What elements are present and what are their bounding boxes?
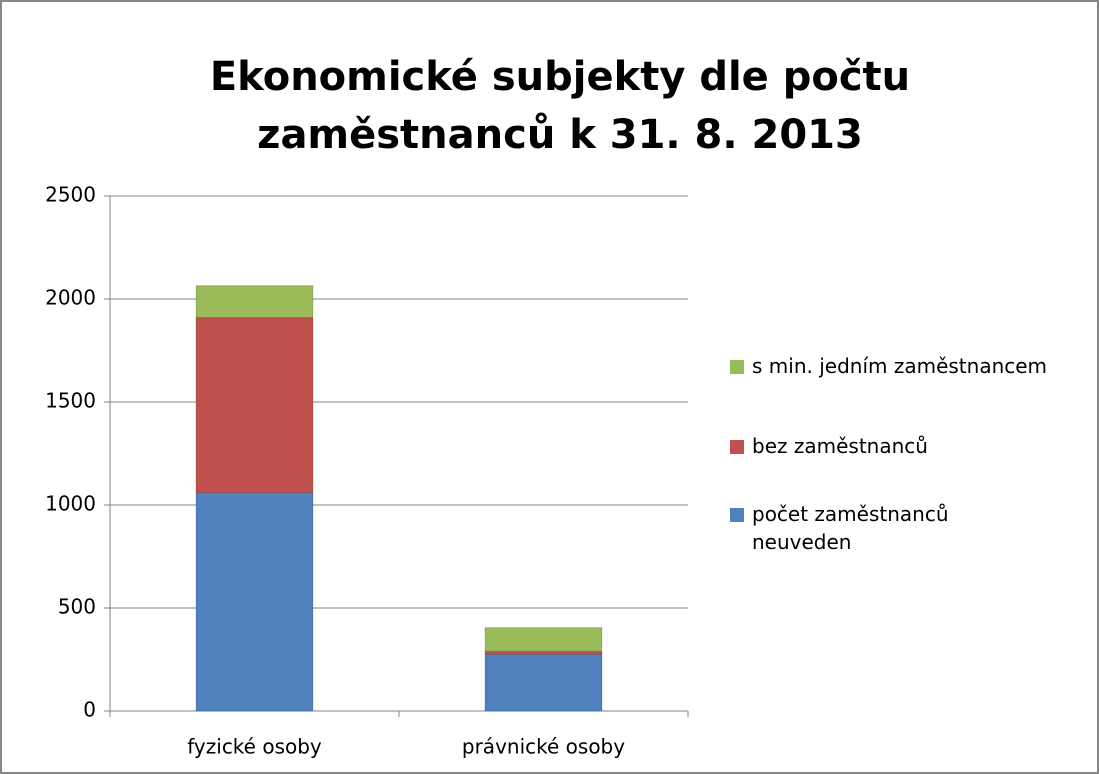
legend-label: počet zaměstnanců neuveden	[752, 502, 949, 554]
y-tick-label: 2000	[45, 286, 96, 310]
x-tick-label: fyzické osoby	[187, 735, 322, 759]
legend-entry: bez zaměstnanců	[730, 432, 1092, 460]
bar-segment	[195, 492, 314, 712]
y-tick-label: 1500	[45, 389, 96, 413]
legend-swatch	[730, 508, 744, 522]
y-tick-label: 2500	[45, 183, 96, 207]
legend-swatch	[730, 360, 744, 374]
x-tick-label: právnické osoby	[462, 735, 625, 759]
y-tick-label: 0	[83, 698, 96, 722]
legend-entry: počet zaměstnanců neuveden	[730, 500, 992, 556]
bar-segment	[195, 317, 314, 494]
y-tick-label: 1000	[45, 492, 96, 516]
legend-swatch	[730, 440, 744, 454]
legend-label: bez zaměstnanců	[752, 434, 928, 458]
bar-segment	[195, 285, 314, 319]
bar-segment	[484, 627, 603, 652]
chart-title: Ekonomické subjekty dle počtu zaměstnanc…	[209, 54, 911, 158]
y-tick-label: 500	[58, 595, 96, 619]
legend-entry: s min. jedním zaměstnancem	[730, 352, 1092, 380]
bar-segment	[484, 653, 603, 712]
legend-label: s min. jedním zaměstnancem	[752, 354, 1048, 378]
